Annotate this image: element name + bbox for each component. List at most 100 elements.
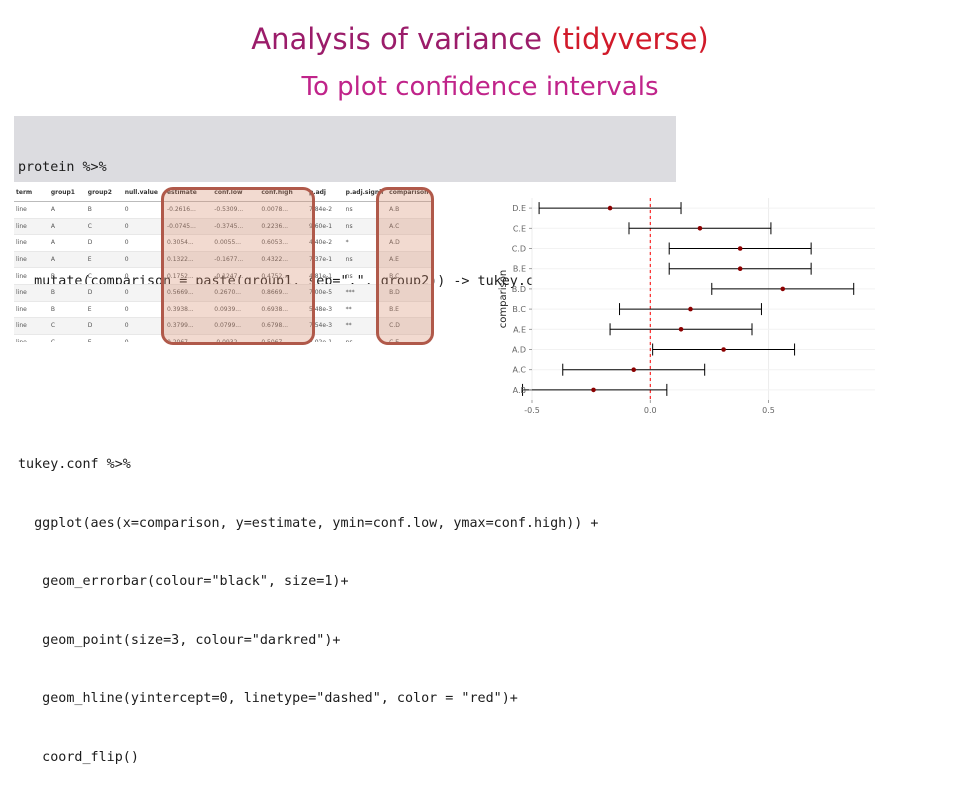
table-body: line A B 0 -0.2616... -0.5309... 0.0078... 7.84…	[14, 201, 434, 342]
table-cell: 7.00e-5	[307, 284, 344, 302]
table-cell: 7.54e-3	[307, 317, 344, 335]
table-cell: B.C	[387, 267, 434, 285]
table-cell: line	[14, 301, 49, 319]
table-cell: 0.6938...	[259, 301, 308, 319]
table-cell: C	[85, 267, 123, 285]
table-cell: 0	[122, 317, 165, 335]
table-cell: 0	[122, 301, 165, 319]
confidence-interval-chart: A.B A.C A.D A.E B.C B.D B.E C.D C.E D.E -0.5 0.0 0.5…	[498, 198, 875, 415]
table-cell: -0.0932...	[212, 334, 260, 342]
slide-title-main: Analysis of variance	[251, 22, 552, 56]
table-cell: B.E	[387, 301, 434, 319]
code-line: geom_point(size=3, colour="darkred")+	[18, 632, 341, 648]
slide-subtitle: To plot confidence intervals	[301, 72, 659, 102]
point-C.D	[737, 246, 743, 251]
table-cell: A	[48, 218, 86, 236]
y-tick-label: A.D	[512, 346, 526, 355]
code-line: ggplot(aes(x=comparison, y=estimate, ymi…	[18, 515, 599, 531]
result-table: term group1 group2 null.value estimate conf.l…	[14, 184, 434, 342]
table-cell: A.D	[387, 234, 434, 252]
table-cell: 0.0078...	[259, 201, 308, 219]
table-row: line A B 0 -0.2616... -0.5309... 0.0078... 7.84…	[14, 201, 434, 219]
code-line: geom_hline(yintercept=0, linetype="dashe…	[18, 691, 518, 706]
table-cell: 0	[122, 234, 165, 252]
table-cell: C	[48, 317, 86, 335]
point-C.E	[697, 226, 703, 231]
table-cell: C	[85, 218, 123, 236]
table-cell: line	[14, 267, 49, 285]
table-cell: 0.0055...	[212, 234, 260, 252]
table-cell: 0	[122, 218, 165, 236]
table-cell: B.D	[387, 284, 434, 302]
y-axis-label: comparison	[498, 270, 509, 328]
table-cell: 0.4752...	[259, 267, 308, 285]
table-cell: D	[85, 234, 123, 252]
table-cell: D	[85, 317, 123, 335]
table-cell: 0	[122, 334, 165, 342]
y-tick-label: B.D	[512, 285, 526, 294]
x-tick-label: 0.5	[762, 406, 775, 415]
table-cell: B	[48, 301, 86, 319]
table-cell: 0.0939...	[212, 301, 260, 319]
table-cell: 0.1752...	[164, 267, 213, 285]
table-cell: -0.5309...	[212, 201, 260, 219]
column-header: group1	[48, 184, 86, 202]
point-A.B	[591, 387, 596, 393]
code-block-top: protein %>% tukey_hsd(log10.expression~l…	[14, 116, 676, 289]
table-cell: 0.5669...	[164, 284, 213, 302]
table-cell: 0	[122, 251, 165, 269]
slide-title-accent: (tidyverse)	[551, 22, 709, 56]
table-cell: E	[85, 251, 123, 269]
table-cell: line	[14, 251, 49, 269]
point-D.E	[607, 205, 613, 211]
table-row: line A E 0 0.1322... -0.1677... 0.4322... 7.37e…	[14, 251, 434, 269]
column-header: group2	[85, 184, 123, 202]
table-cell: C.E	[387, 334, 434, 342]
table-cell: 0.2670...	[212, 284, 260, 302]
table-cell: E	[85, 301, 123, 319]
table-cell: 0.3938...	[164, 301, 213, 319]
y-tick-label: A.B	[513, 386, 526, 395]
table-row: lineCE00.2067...-0.0932...0.5067...3.02e…	[14, 334, 434, 342]
table-row: line B E 0 0.3938... 0.0939... 0.6938... 5.48e-…	[14, 301, 434, 319]
table-cell: 0.8669...	[259, 284, 308, 302]
table-cell: ns	[343, 334, 388, 342]
table-cell: 0	[122, 201, 165, 219]
plot-panel	[532, 198, 875, 400]
table-cell: 5.48e-3	[307, 301, 344, 319]
table-cell: 9.60e-1	[307, 218, 344, 236]
table-cell: 7.37e-1	[307, 251, 344, 269]
result-table-panel: term group1 group2 null.value estimate conf.l…	[14, 184, 434, 342]
point-A.C	[631, 367, 637, 372]
table-cell: B	[48, 267, 86, 285]
table-cell: 0.6053...	[259, 234, 308, 252]
highlight-comparison-column	[376, 187, 434, 345]
table-cell: 0.3799...	[164, 317, 213, 335]
table-cell: A	[48, 251, 86, 269]
table-cell: -0.3745...	[212, 218, 260, 236]
table-cell: 0	[122, 267, 165, 285]
table-cell: 0	[122, 284, 165, 302]
point-B.D	[780, 286, 786, 292]
table-cell: A	[48, 201, 86, 219]
table-cell: -0.0745...	[164, 218, 213, 236]
code-line: coord_flip()	[18, 749, 139, 765]
table-cell: -0.2616...	[164, 201, 213, 219]
x-tick-label: 0.0	[644, 406, 657, 415]
table-cell: B	[85, 201, 123, 219]
table-cell: 0.4322...	[259, 251, 308, 269]
table-cell: 0.2067...	[164, 334, 213, 342]
y-tick-label: C.E	[513, 224, 526, 233]
table-cell: C.D	[387, 317, 434, 335]
y-tick-label: A.C	[513, 366, 527, 375]
table-cell: 3.02e-1	[307, 334, 344, 342]
point-A.D	[721, 347, 726, 352]
table-cell: line	[14, 284, 49, 302]
table-cell: D	[85, 284, 123, 302]
table-cell: line	[14, 234, 49, 252]
table-cell: line	[14, 218, 49, 236]
y-tick-label: A.E	[513, 325, 526, 334]
table-cell: 7.84e-2	[307, 201, 344, 219]
table-cell: line	[14, 201, 49, 219]
table-cell: A.B	[387, 201, 434, 219]
